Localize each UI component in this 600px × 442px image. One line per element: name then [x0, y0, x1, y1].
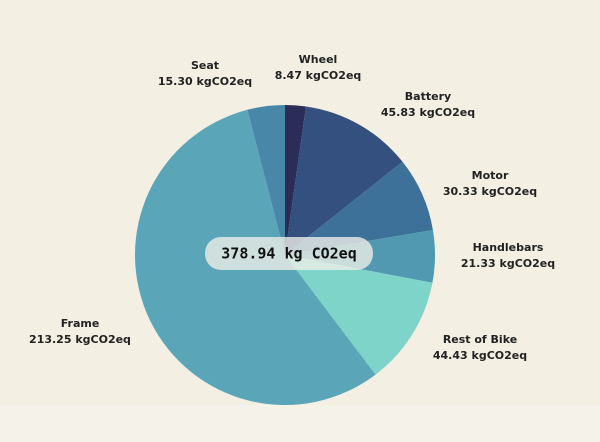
slice-value-label: 21.33 kgCO2eq	[461, 257, 555, 270]
center-label: 378.94 kg CO2eq	[221, 245, 356, 263]
slice-label: Rest of Bike	[443, 333, 517, 346]
slice-value-label: 44.43 kgCO2eq	[433, 349, 527, 362]
slice-value-label: 8.47 kgCO2eq	[275, 69, 362, 82]
slice-label: Battery	[405, 90, 451, 103]
slice-label: Motor	[472, 169, 509, 182]
footer-strip	[0, 405, 600, 442]
pie-slice	[285, 106, 403, 255]
slice-value-label: 45.83 kgCO2eq	[381, 106, 475, 119]
pie-slice	[285, 105, 306, 255]
slice-label: Wheel	[299, 53, 338, 66]
slice-value-label: 213.25 kgCO2eq	[29, 333, 131, 346]
pie-slice	[285, 161, 433, 255]
pie-slice	[247, 105, 285, 255]
slice-value-label: 15.30 kgCO2eq	[158, 75, 252, 88]
slice-label: Handlebars	[473, 241, 544, 254]
slice-value-label: 30.33 kgCO2eq	[443, 185, 537, 198]
pie-slice	[285, 255, 433, 375]
slice-label: Seat	[191, 59, 219, 72]
center-pill	[205, 237, 373, 270]
slice-label: Frame	[61, 317, 100, 330]
